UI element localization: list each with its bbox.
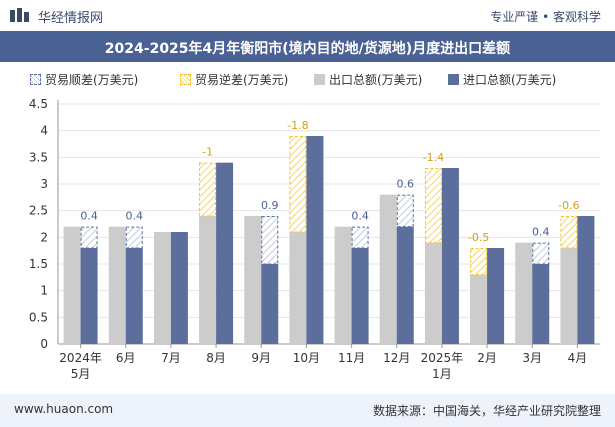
- balance-label: 0.4: [80, 210, 98, 223]
- bar-import: [170, 232, 188, 344]
- bar-export: [63, 226, 81, 344]
- bar-import: [532, 264, 550, 344]
- balance-label: 0.4: [126, 210, 144, 223]
- x-tick-label-line2: 5月: [71, 367, 91, 381]
- top-bar: 华经情报网 专业严谨 • 客观科学: [0, 0, 615, 30]
- bar-import: [261, 264, 279, 344]
- y-tick-label: 0.5: [29, 310, 48, 324]
- legend-label-deficit: 贸易逆差(万美元): [195, 73, 289, 87]
- x-tick-label: 2024年: [59, 351, 102, 365]
- x-tick-label: 4月: [568, 351, 588, 365]
- balance-label: 0.4: [351, 210, 369, 223]
- bar-export: [289, 232, 307, 344]
- bar-import: [351, 248, 369, 344]
- bar-export: [560, 248, 578, 344]
- bar-import: [306, 136, 324, 344]
- legend-swatch-import: [448, 74, 459, 85]
- bar-export: [108, 226, 126, 344]
- legend-label-import: 进口总额(万美元): [463, 73, 557, 87]
- balance-label: -0.5: [468, 231, 489, 244]
- chart-title: 2024-2025年4月年衡阳市(境内目的地/货源地)月度进出口差额: [104, 41, 511, 57]
- balance-label: 0.4: [532, 226, 550, 239]
- y-tick-label: 4: [40, 124, 48, 138]
- bar-deficit: [470, 248, 488, 276]
- x-tick-label: 7月: [161, 351, 181, 365]
- bar-export: [153, 232, 171, 344]
- y-tick-label: 3: [40, 177, 48, 191]
- footer: www.huaon.com 数据来源：中国海关，华经产业研究院整理: [0, 394, 615, 427]
- legend-label-export: 出口总额(万美元): [329, 73, 423, 87]
- x-tick-label-line2: 1月: [432, 367, 452, 381]
- bar-export: [334, 226, 352, 344]
- footer-website: www.huaon.com: [14, 402, 114, 416]
- brand-name: 华经情报网: [38, 11, 104, 26]
- x-tick-label: 3月: [522, 351, 542, 365]
- bar-surplus: [396, 194, 414, 228]
- y-tick-label: 2.5: [29, 204, 48, 218]
- x-tick-label: 2025年: [421, 351, 464, 365]
- bar-import: [577, 216, 595, 344]
- bar-export: [515, 242, 533, 344]
- x-tick-label: 11月: [338, 351, 365, 365]
- bar-surplus: [80, 226, 98, 249]
- x-tick-label: 6月: [116, 351, 136, 365]
- bar-deficit: [289, 136, 307, 233]
- balance-label: -1.4: [423, 151, 444, 164]
- bar-import: [441, 168, 459, 344]
- balance-label: 0.9: [261, 199, 279, 212]
- y-tick-label: 1.5: [29, 257, 48, 271]
- bar-export: [424, 242, 442, 344]
- tagline: 专业严谨 • 客观科学: [490, 10, 601, 24]
- x-tick-label: 10月: [293, 351, 320, 365]
- y-tick-label: 3.5: [29, 150, 48, 164]
- bar-surplus: [532, 242, 550, 265]
- legend-swatch-surplus: [30, 74, 41, 85]
- balance-label: 0.6: [397, 178, 415, 191]
- legend-swatch-deficit: [180, 74, 191, 85]
- bar-surplus: [351, 226, 369, 249]
- bar-import: [125, 248, 143, 344]
- bar-export: [379, 194, 397, 344]
- x-tick-label: 9月: [251, 351, 271, 365]
- bar-deficit: [424, 168, 442, 244]
- y-tick-label: 0: [40, 337, 48, 351]
- bar-import: [216, 162, 234, 344]
- bar-export: [244, 216, 262, 344]
- bar-import: [80, 248, 98, 344]
- bar-import: [396, 226, 414, 344]
- y-tick-label: 1: [40, 284, 48, 298]
- x-tick-label: 8月: [206, 351, 226, 365]
- legend-swatch-export: [314, 74, 325, 85]
- bar-deficit: [560, 216, 578, 249]
- balance-label: -0.6: [558, 199, 579, 212]
- bar-import: [487, 248, 505, 344]
- chart-plot: 0 0.5 1 1.5 2 2.5 3 3.5 4 4.5 0.4 2024年 5月 0.4 6月 7月 -1 8…: [29, 97, 600, 381]
- balance-label: -1: [202, 146, 213, 159]
- y-tick-label: 4.5: [29, 97, 48, 111]
- balance-label: -1.8: [287, 119, 308, 132]
- title-bar: 2024-2025年4月年衡阳市(境内目的地/货源地)月度进出口差额: [0, 31, 615, 62]
- logo-icon: [10, 8, 29, 22]
- x-tick-label: 2月: [477, 351, 497, 365]
- y-tick-label: 2: [40, 230, 48, 244]
- legend-label-surplus: 贸易顺差(万美元): [45, 73, 139, 87]
- x-tick-label: 12月: [383, 351, 410, 365]
- bar-deficit: [199, 162, 217, 217]
- bar-surplus: [125, 226, 143, 249]
- bar-surplus: [261, 216, 279, 265]
- footer-source: 数据来源：中国海关，华经产业研究院整理: [372, 404, 601, 418]
- bar-export: [470, 274, 488, 344]
- bar-export: [199, 216, 217, 344]
